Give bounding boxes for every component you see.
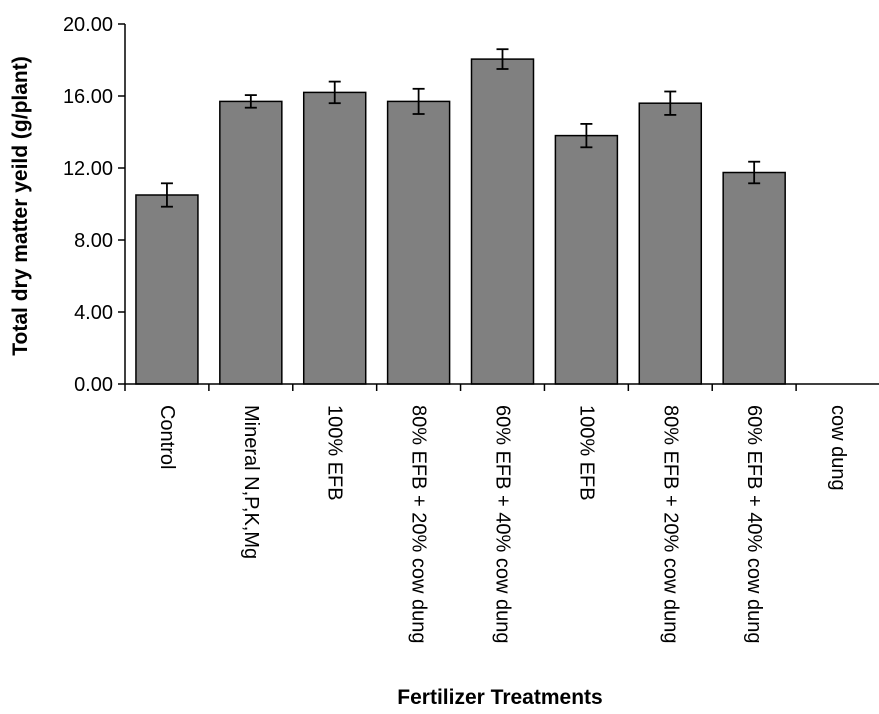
y-tick-label: 4.00 [74, 302, 113, 324]
x-tick-label: 100% EFB [324, 405, 346, 501]
bar [219, 100, 283, 385]
bar [386, 100, 451, 385]
bar [554, 134, 619, 385]
bar [638, 102, 703, 385]
x-tick-label: cow dung [827, 405, 849, 491]
y-tick-label: 8.00 [74, 230, 113, 252]
error-bars-layer [160, 48, 761, 208]
x-tick-label: 80% EFB + 20% cow dung [659, 405, 681, 643]
y-axis-title: Total dry matter yeild (g/plant) [9, 56, 32, 355]
x-axis-title: Fertilizer Treatments [397, 686, 602, 709]
y-tick-label: 0.00 [74, 374, 113, 396]
x-tick-label: 80% EFB + 20% cow dung [408, 405, 430, 643]
y-tick-label: 12.00 [63, 158, 113, 180]
x-tick-label: 60% EFB + 40% cow dung [743, 405, 765, 643]
y-tick-label: 16.00 [63, 86, 113, 108]
y-axis-ticks: 0.00 4.00 8.00 12.00 16.00 20.00 [63, 14, 125, 396]
x-tick-label: Control [156, 405, 178, 469]
x-tick-label: 60% EFB + 40% cow dung [492, 405, 514, 643]
bar [722, 171, 786, 385]
y-tick-label: 20.00 [63, 14, 113, 36]
x-tick-label: 100% EFB [575, 405, 597, 501]
bar [302, 91, 367, 385]
bar [135, 194, 199, 385]
x-tick-label: Mineral N,P,K,Mg [240, 405, 262, 559]
bars-layer [135, 58, 786, 385]
x-axis-ticks: Control Mineral N,P,K,Mg 100% EFB 80% EFB +… [124, 384, 849, 643]
bar [470, 58, 535, 385]
